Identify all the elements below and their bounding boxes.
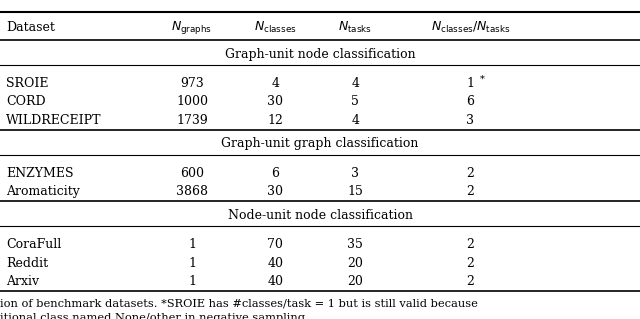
Text: Node-unit node classification: Node-unit node classification [227,209,413,222]
Text: 70: 70 [268,238,283,251]
Text: Reddit: Reddit [6,257,49,270]
Text: CORD: CORD [6,95,46,108]
Text: 1: 1 [467,77,474,90]
Text: WILDRECEIPT: WILDRECEIPT [6,114,102,127]
Text: 6: 6 [467,95,474,108]
Text: Graph-unit node classification: Graph-unit node classification [225,48,415,61]
Text: CoraFull: CoraFull [6,238,61,251]
Text: 2: 2 [467,185,474,198]
Text: Graph-unit graph classification: Graph-unit graph classification [221,137,419,151]
Text: 1: 1 [188,238,196,251]
Text: 30: 30 [268,95,283,108]
Text: 20: 20 [348,257,363,270]
Text: 35: 35 [348,238,363,251]
Text: 1: 1 [188,275,196,288]
Text: 15: 15 [348,185,363,198]
Text: ion of benchmark datasets. *SROIE has #classes/task = 1 but is still valid becau: ion of benchmark datasets. *SROIE has #c… [0,298,478,308]
Text: $N_{\mathrm{classes}}/N_{\mathrm{tasks}}$: $N_{\mathrm{classes}}/N_{\mathrm{tasks}}… [431,20,510,35]
Text: 3: 3 [467,114,474,127]
Text: itional class named None/other in negative sampling.: itional class named None/other in negati… [0,313,308,319]
Text: 40: 40 [268,257,283,270]
Text: 4: 4 [351,77,359,90]
Text: Dataset: Dataset [6,21,55,34]
Text: 6: 6 [271,167,279,180]
Text: 1739: 1739 [176,114,208,127]
Text: $N_{\mathrm{graphs}}$: $N_{\mathrm{graphs}}$ [172,19,212,36]
Text: *: * [479,75,484,84]
Text: SROIE: SROIE [6,77,49,90]
Text: 600: 600 [180,167,204,180]
Text: 1000: 1000 [176,95,208,108]
Text: 40: 40 [268,275,283,288]
Text: $N_{\mathrm{tasks}}$: $N_{\mathrm{tasks}}$ [338,20,372,35]
Text: 12: 12 [268,114,283,127]
Text: ENZYMES: ENZYMES [6,167,74,180]
Text: 20: 20 [348,275,363,288]
Text: 2: 2 [467,167,474,180]
Text: 3868: 3868 [176,185,208,198]
Text: $N_{\mathrm{classes}}$: $N_{\mathrm{classes}}$ [254,20,296,35]
Text: 2: 2 [467,257,474,270]
Text: 973: 973 [180,77,204,90]
Text: 1: 1 [188,257,196,270]
Text: Arxiv: Arxiv [6,275,40,288]
Text: 4: 4 [351,114,359,127]
Text: 3: 3 [351,167,359,180]
Text: 2: 2 [467,238,474,251]
Text: 4: 4 [271,77,279,90]
Text: Aromaticity: Aromaticity [6,185,80,198]
Text: 2: 2 [467,275,474,288]
Text: 5: 5 [351,95,359,108]
Text: 30: 30 [268,185,283,198]
